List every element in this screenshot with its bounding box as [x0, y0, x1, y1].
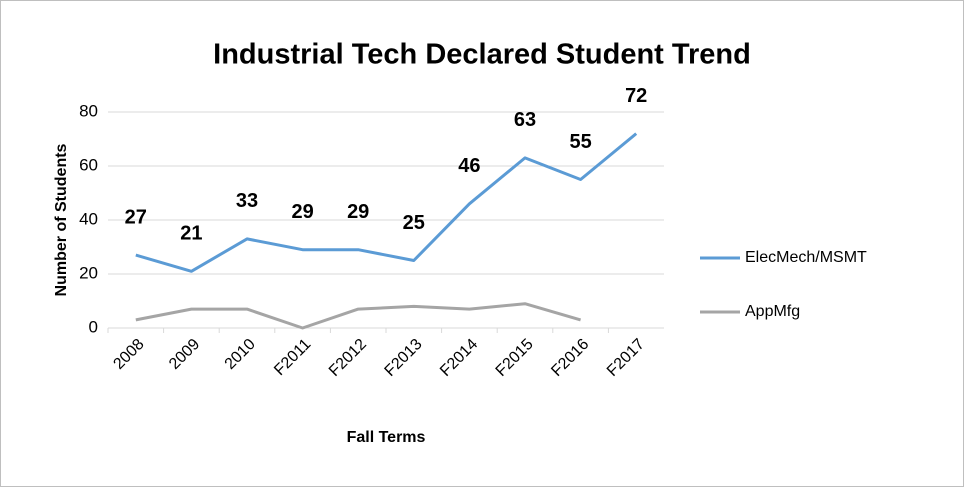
legend-label: AppMfg: [745, 303, 800, 320]
y-tick-label: 60: [79, 155, 98, 174]
data-label: 55: [569, 131, 591, 153]
y-axis-title: Number of Students: [53, 143, 70, 296]
y-tick-label: 40: [79, 209, 98, 228]
data-label: 72: [625, 85, 647, 107]
y-tick-label: 20: [79, 263, 98, 282]
series-line: [135, 302, 582, 330]
data-label: 63: [514, 109, 536, 131]
y-tick-label: 0: [89, 317, 98, 336]
legend-label: ElecMech/MSMT: [745, 249, 867, 266]
data-label: 25: [403, 212, 425, 234]
data-label: 21: [180, 223, 202, 245]
data-label: 29: [291, 201, 313, 223]
x-axis-title: Fall Terms: [347, 429, 426, 446]
data-label: 27: [125, 206, 147, 228]
data-label: 33: [236, 190, 258, 212]
series-line: [135, 132, 638, 273]
data-label: 46: [458, 155, 480, 177]
y-tick-label: 80: [79, 101, 98, 120]
chart-title: Industrial Tech Declared Student Trend: [213, 39, 751, 71]
data-label: 29: [347, 201, 369, 223]
